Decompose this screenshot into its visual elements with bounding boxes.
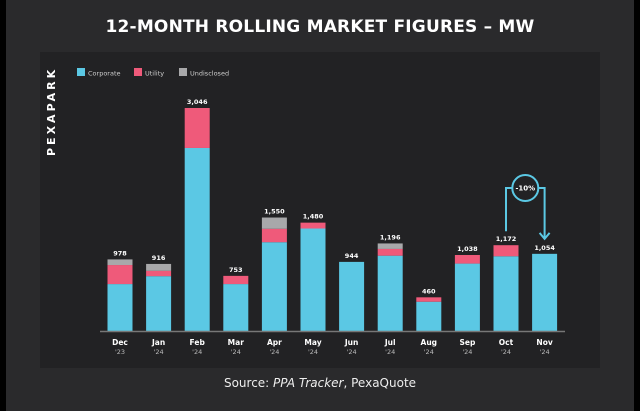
x-tick-year: '24 (308, 348, 318, 356)
x-tick-month: Mar (228, 338, 245, 347)
bar-jan-undisclosed (146, 263, 172, 271)
bar-may-utility (300, 222, 326, 229)
bar-aug-corporate (416, 301, 442, 331)
total-label: 944 (345, 252, 359, 260)
bar-apr-utility (261, 228, 287, 243)
total-label: 1,480 (303, 213, 324, 221)
legend-swatch-utility (134, 68, 142, 76)
change-annotation: -10% (505, 174, 551, 241)
x-tick-year: '24 (192, 348, 202, 356)
total-label: 460 (422, 287, 436, 295)
x-tick-month: Feb (190, 338, 206, 347)
bar-mar-corporate (223, 284, 249, 331)
bar-feb-corporate (184, 147, 210, 331)
bar-jul-corporate (377, 255, 403, 331)
x-tick-month: Sep (459, 338, 475, 347)
bar-dec-corporate (107, 284, 133, 331)
chart-title: 12-MONTH ROLLING MARKET FIGURES – MW (105, 17, 535, 37)
legend-swatch-undisclosed (179, 68, 187, 76)
legend-label-corporate: Corporate (88, 70, 121, 78)
x-tick-month: Oct (499, 338, 514, 347)
total-label: 1,054 (534, 244, 555, 252)
bar-sep-utility (454, 255, 480, 264)
x-tick-year: '24 (347, 348, 357, 356)
bar-dec-undisclosed (107, 259, 133, 266)
bar-may-corporate (300, 228, 326, 331)
x-tick-month: Jun (344, 338, 358, 347)
x-tick-month: Nov (536, 338, 552, 347)
bar-oct-corporate (493, 256, 519, 331)
total-label: 1,038 (457, 245, 478, 253)
x-tick-year: '24 (462, 348, 472, 356)
bar-apr-undisclosed (261, 217, 287, 229)
total-label: 753 (229, 266, 243, 274)
annotation-text: -10% (515, 185, 535, 193)
bar-feb-utility (184, 108, 210, 148)
bar-jan-corporate (146, 276, 172, 331)
annotation-line-left (505, 187, 513, 232)
bar-aug-utility (416, 297, 442, 302)
bar-apr-corporate (261, 242, 287, 331)
bar-jul-utility (377, 248, 403, 256)
total-label: 978 (113, 249, 127, 257)
bar-dec-utility (107, 265, 133, 285)
x-tick-year: '24 (424, 348, 434, 356)
legend: Corporate Utility Undisclosed (77, 68, 229, 78)
legend-label-utility: Utility (145, 70, 164, 78)
legend-swatch-corporate (77, 68, 85, 76)
x-tick-year: '24 (269, 348, 279, 356)
source-name: PPA Tracker (273, 376, 344, 390)
source-suffix: , PexaQuote (343, 376, 417, 390)
brand-logo: PEXAPARK (45, 67, 58, 156)
x-tick-year: '24 (385, 348, 395, 356)
x-tick-year: '24 (540, 348, 550, 356)
x-tick-year: '24 (501, 348, 511, 356)
arrow-down-icon (538, 232, 551, 241)
x-tick-month: Jan (151, 338, 165, 347)
total-label: 1,172 (496, 235, 517, 243)
x-tick-month: Aug (421, 338, 438, 347)
x-tick-year: '24 (231, 348, 241, 356)
bar-jun-corporate (339, 261, 365, 331)
bar-nov-corporate (532, 253, 558, 331)
total-label: 916 (152, 254, 166, 262)
source-prefix: Source: (223, 376, 274, 390)
x-tick-month: Jul (384, 338, 396, 347)
total-label: 1,196 (380, 233, 401, 241)
annotation-line-right (538, 187, 546, 238)
x-tick-month: Dec (112, 338, 128, 347)
x-tick-year: '24 (154, 348, 164, 356)
bar-jul-undisclosed (377, 243, 403, 249)
x-tick-month: Apr (267, 338, 282, 347)
annotation-circle (511, 174, 540, 202)
x-tick-year: '23 (115, 348, 125, 356)
bar-mar-utility (223, 275, 249, 285)
source-note: Source: PPA Tracker, PexaQuote (0, 376, 640, 390)
bar-sep-corporate (454, 263, 480, 331)
bar-oct-utility (493, 245, 519, 257)
x-tick-month: May (304, 338, 321, 347)
total-label: 3,046 (187, 98, 208, 106)
legend-label-undisclosed: Undisclosed (190, 70, 229, 78)
bar-jan-utility (146, 270, 172, 277)
total-label: 1,550 (264, 208, 285, 216)
